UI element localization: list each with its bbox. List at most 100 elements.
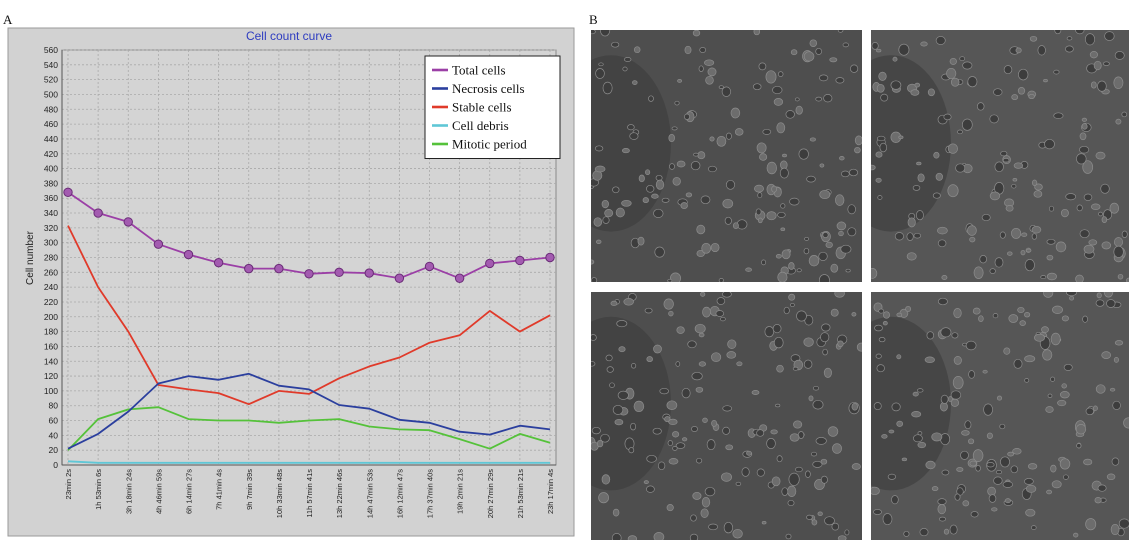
micrograph-cell bbox=[969, 460, 977, 467]
micrograph-cell bbox=[646, 454, 657, 463]
micrograph-cell bbox=[953, 308, 962, 319]
micrograph-cell bbox=[808, 255, 820, 267]
micrograph-cell bbox=[1109, 387, 1116, 392]
legend-label-cell-debris: Cell debris bbox=[452, 118, 509, 133]
micrograph-cell bbox=[1019, 320, 1026, 326]
micrograph-cell bbox=[667, 278, 673, 282]
micrograph-cell bbox=[838, 230, 844, 237]
micrograph-cell bbox=[623, 298, 634, 306]
micrograph-cell bbox=[952, 376, 964, 390]
micrograph-cell bbox=[894, 232, 904, 241]
micrograph-cell bbox=[773, 336, 784, 349]
series-point-total-cells bbox=[485, 258, 495, 269]
micrograph-cell bbox=[840, 244, 852, 254]
micrograph-cell bbox=[684, 45, 692, 55]
x-tick-label: 23min 2s bbox=[64, 469, 73, 500]
micrograph-cell bbox=[845, 268, 851, 273]
micrograph-cell bbox=[871, 486, 880, 496]
micrograph-cell bbox=[967, 76, 978, 88]
series-point-total-cells bbox=[545, 252, 555, 263]
micrograph-cell bbox=[721, 472, 732, 482]
micrograph-cell bbox=[950, 390, 962, 400]
panel-a-label: A bbox=[3, 12, 13, 27]
micrograph-cell bbox=[798, 148, 809, 160]
micrograph-cell bbox=[794, 97, 800, 102]
x-tick-label: 14h 47min 53s bbox=[365, 469, 374, 518]
micrograph-cell bbox=[970, 511, 979, 518]
x-tick-label: 1h 53min 6s bbox=[94, 469, 103, 510]
micrograph-cell bbox=[732, 528, 743, 539]
micrograph-cell bbox=[1044, 138, 1055, 150]
micrograph-cell bbox=[594, 165, 606, 173]
micrograph-cell bbox=[1106, 299, 1116, 308]
micrograph-cell bbox=[822, 348, 828, 356]
micrograph-cell bbox=[830, 263, 839, 273]
micrograph-cell bbox=[989, 268, 996, 274]
micrograph-cell bbox=[1055, 241, 1067, 253]
micrograph-cell bbox=[960, 450, 969, 460]
micrograph-cell bbox=[617, 390, 629, 400]
micrograph-cell bbox=[671, 126, 678, 131]
x-tick-label: 13h 22min 46s bbox=[335, 469, 344, 518]
micrograph-cell bbox=[645, 169, 651, 176]
micrograph-cell bbox=[787, 499, 795, 507]
series-line-necrosis-cells bbox=[67, 372, 551, 450]
micrograph-cell bbox=[612, 508, 620, 517]
micrograph-cell bbox=[591, 334, 597, 341]
micrograph-cell bbox=[871, 268, 878, 279]
micrograph-texture bbox=[591, 30, 862, 282]
micrograph-cell bbox=[824, 516, 835, 526]
micrograph-cell bbox=[973, 266, 984, 279]
chart-title: Cell count curve bbox=[246, 29, 332, 43]
micrograph-cell bbox=[1111, 457, 1120, 466]
micrograph-cell bbox=[1004, 498, 1011, 504]
micrograph-cell bbox=[595, 68, 605, 79]
micrograph-cell bbox=[1101, 241, 1112, 250]
micrograph-cell bbox=[1053, 69, 1060, 75]
micrograph-cell bbox=[693, 152, 699, 157]
micrograph-cell bbox=[805, 470, 811, 478]
micrograph-cell bbox=[935, 172, 943, 181]
micrograph-cell bbox=[667, 440, 673, 447]
series-point-total-cells bbox=[123, 217, 133, 227]
micrograph-cell bbox=[1005, 205, 1014, 212]
micrograph-cell bbox=[877, 195, 883, 200]
micrograph-cell bbox=[835, 77, 845, 84]
micrograph-cell bbox=[1079, 229, 1090, 239]
micrograph-cell bbox=[780, 227, 786, 232]
micrograph-cell bbox=[1024, 259, 1035, 272]
micrograph-cell bbox=[1066, 292, 1077, 297]
series-point-total-cells bbox=[454, 273, 465, 283]
micrograph-cell bbox=[708, 523, 719, 531]
micrograph-cell bbox=[1002, 481, 1013, 488]
y-tick-label: 480 bbox=[44, 104, 58, 114]
micrograph-cell bbox=[875, 151, 883, 158]
micrograph-cell bbox=[917, 441, 927, 449]
micrograph-cell bbox=[668, 418, 678, 426]
micrograph-cell bbox=[901, 457, 908, 462]
micrograph-cell bbox=[764, 326, 775, 338]
micrograph-cell bbox=[653, 208, 664, 218]
micrograph-cell bbox=[775, 254, 782, 259]
micrograph-cell bbox=[638, 174, 645, 183]
micrograph-cell bbox=[896, 420, 904, 427]
micrograph-cell bbox=[1017, 306, 1025, 314]
micrograph-cell bbox=[600, 433, 610, 443]
micrograph-cell bbox=[1088, 239, 1098, 246]
y-tick-label: 340 bbox=[44, 208, 58, 218]
x-tick-label: 21h 53min 21s bbox=[516, 469, 525, 518]
micrograph-cell bbox=[680, 202, 688, 210]
micrograph-cell bbox=[762, 128, 772, 135]
legend-label-mitotic-period: Mitotic period bbox=[452, 137, 527, 152]
micrograph-cell bbox=[834, 292, 845, 298]
micrograph-cell bbox=[627, 124, 635, 131]
micrograph-cell bbox=[777, 211, 786, 218]
x-tick-label: 20h 27min 29s bbox=[486, 469, 495, 518]
micrograph-cell bbox=[668, 310, 674, 317]
micrograph-cell bbox=[873, 509, 882, 515]
micrograph-cell bbox=[920, 41, 928, 47]
micrograph-cell bbox=[1061, 383, 1067, 389]
micrograph-cell bbox=[605, 354, 613, 362]
micrograph-cell bbox=[698, 361, 707, 367]
micrograph-cell bbox=[972, 307, 981, 315]
